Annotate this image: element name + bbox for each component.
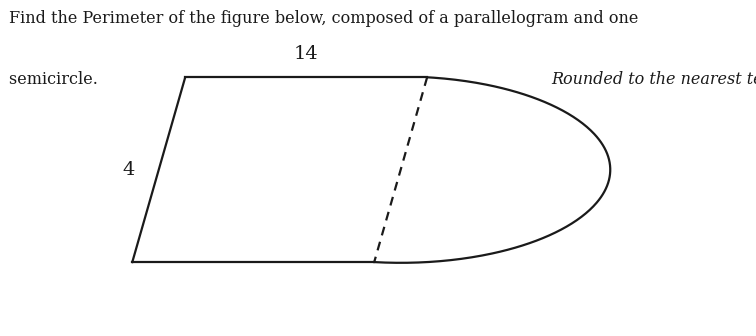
Text: Rounded to the nearest tenths place: Rounded to the nearest tenths place [552, 71, 756, 88]
Text: semicircle.: semicircle. [9, 71, 103, 88]
Text: Find the Perimeter of the figure below, composed of a parallelogram and one: Find the Perimeter of the figure below, … [9, 10, 639, 27]
Text: 14: 14 [294, 45, 318, 63]
Text: 4: 4 [122, 161, 135, 179]
